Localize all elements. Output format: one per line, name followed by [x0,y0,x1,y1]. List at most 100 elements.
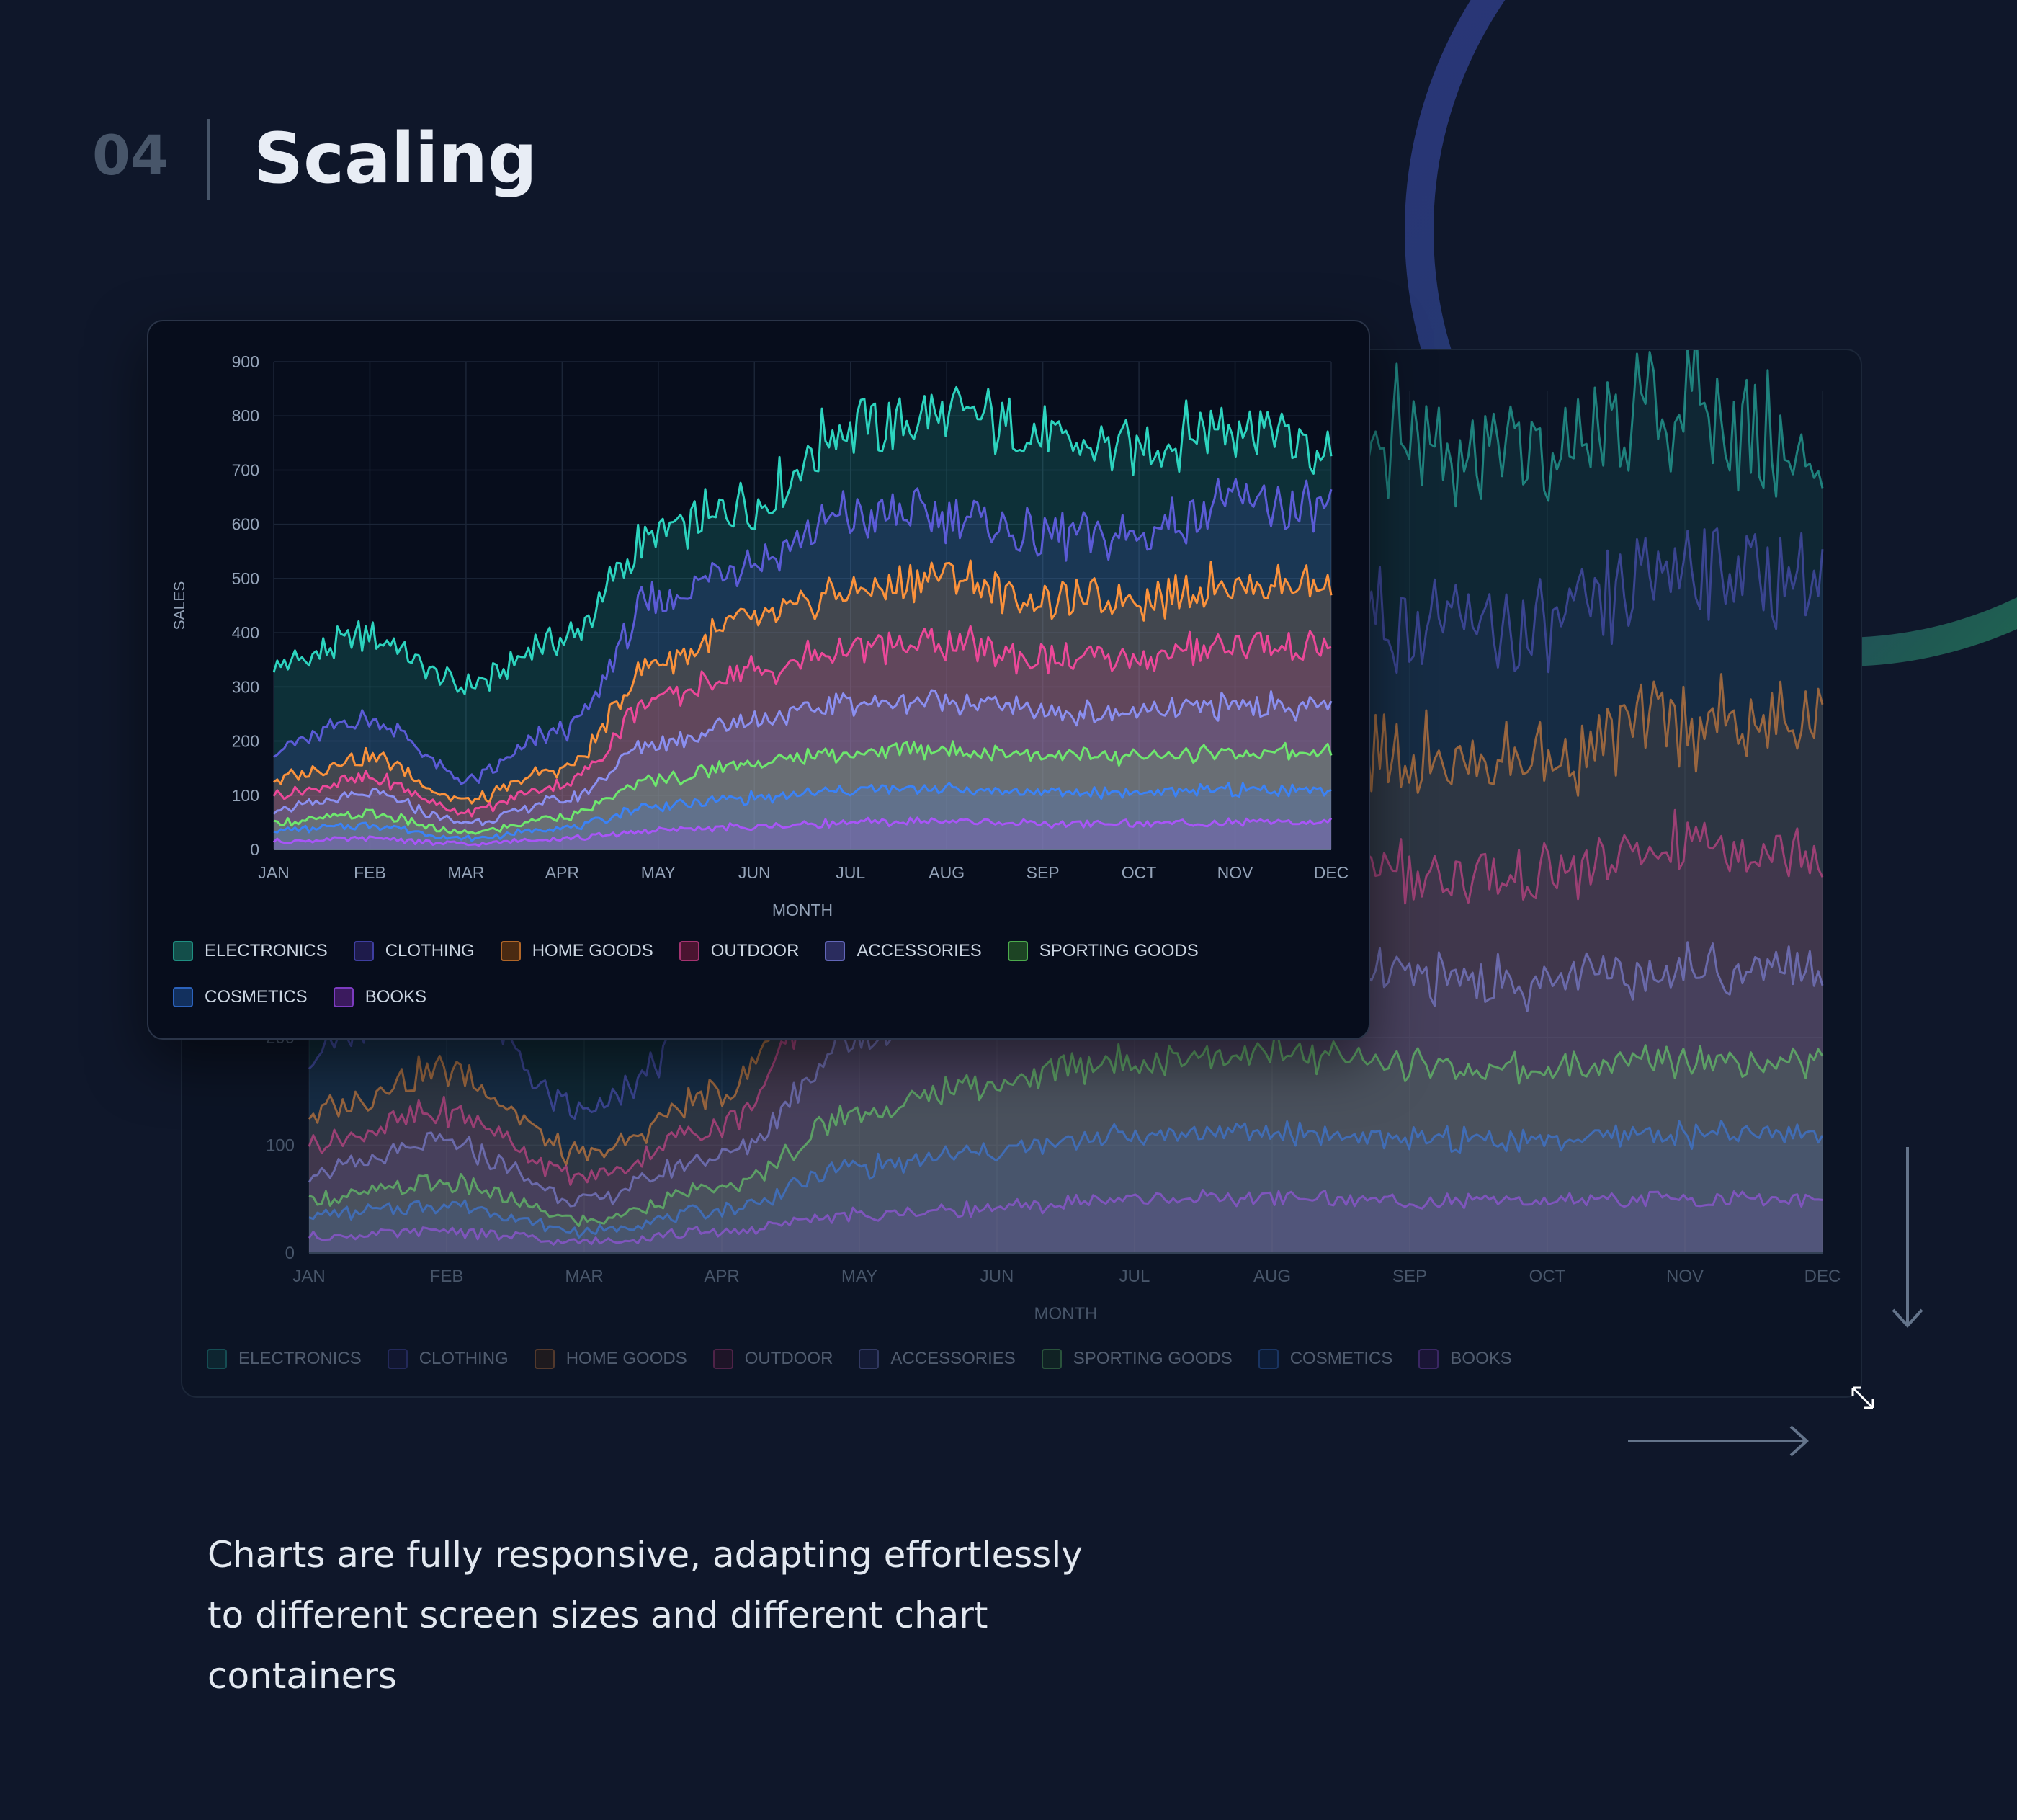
legend-label: BOOKS [365,987,427,1007]
x-tick-label: AUG [1253,1267,1291,1286]
x-tick-label: DEC [1804,1267,1841,1286]
legend-swatch [333,987,354,1007]
legend-label: HOME GOODS [532,941,653,960]
legend-swatch [534,1349,555,1369]
series-line [273,782,1332,842]
x-tick-label: FEB [430,1267,464,1286]
x-tick-label: MAR [447,863,484,882]
legend-swatch [1041,1349,1062,1369]
y-tick-label: 800 [232,406,259,425]
series-area [274,782,1331,849]
legend-small: ELECTRONICS CLOTHING HOME GOODS OUTDOOR … [173,941,1354,1007]
legend-label: OUTDOOR [744,1349,833,1368]
series-books[interactable] [272,816,1333,849]
legend-swatch [207,1349,227,1369]
legend-swatch [173,987,193,1007]
series-accessories[interactable] [272,689,1333,849]
x-tick-label: SEP [1027,863,1060,882]
y-tick-label: 600 [232,515,259,534]
series-line [272,816,1333,847]
y-tick-label: 200 [232,732,259,751]
legend-item-clothing[interactable]: CLOTHING [353,941,475,961]
x-tick-label: JUL [836,863,865,882]
x-axis-label: MONTH [1034,1304,1098,1324]
legend-swatch [353,941,374,961]
legend-label: CLOTHING [385,941,475,960]
x-tick-label: MAR [565,1267,603,1286]
series-area [309,931,1823,1253]
x-tick-label: JUN [738,863,771,882]
legend-item-outdoor[interactable]: OUTDOOR [679,941,799,961]
series-area [274,690,1331,849]
y-tick-label: 0 [285,1244,295,1263]
series-line [273,559,1333,805]
series-cosmetics[interactable] [308,1120,1824,1254]
y-tick-label: 500 [232,569,259,588]
series-cosmetics[interactable] [273,782,1332,849]
legend-label: COSMETICS [205,987,308,1007]
series-books[interactable] [308,1189,1823,1254]
legend-swatch [859,1349,880,1369]
resize-diagonal-icon[interactable] [1850,1385,1876,1411]
legend-item-clothing[interactable]: CLOTHING [387,1349,509,1369]
legend-swatch [173,941,193,961]
x-tick-label: APR [545,863,579,882]
legend-item-books[interactable]: BOOKS [333,987,427,1007]
x-tick-label: AUG [929,863,965,882]
x-tick-label: JAN [292,1267,325,1286]
series-line [273,478,1333,785]
chart-card-small: 0 100 200 300 400 500 600 700 800 900 JAN FEB MAR APR… [147,320,1370,1040]
arrow-right-icon [1628,1425,1809,1457]
legend-item-electronics[interactable]: ELECTRONICS [173,941,328,961]
legend-label: COSMETICS [1289,1349,1393,1368]
series-area [309,1190,1823,1253]
caption-text: Charts are fully responsive, adapting ef… [207,1534,1083,1697]
y-tick-label: 100 [232,786,259,805]
legend-swatch [679,941,699,961]
x-tick-label: JUL [1119,1267,1150,1286]
y-tick-label: 0 [250,840,259,859]
legend-item-books[interactable]: BOOKS [1418,1349,1512,1369]
legend-swatch [825,941,846,961]
legend-swatch [387,1349,408,1369]
series-area [274,817,1331,849]
legend-item-home-goods[interactable]: HOME GOODS [534,1349,687,1369]
legend-item-sporting-goods[interactable]: SPORTING GOODS [1007,941,1199,961]
legend-item-outdoor[interactable]: OUTDOOR [712,1349,833,1369]
x-tick-label: OCT [1122,863,1157,882]
x-tick-label: OCT [1529,1267,1566,1286]
x-tick-label: JUN [980,1267,1014,1286]
series-line [272,385,1333,695]
header-divider [207,119,210,200]
legend-swatch [1418,1349,1439,1369]
legend-item-accessories[interactable]: ACCESSORIES [859,1349,1016,1369]
area-chart-small: 0 100 200 300 400 500 600 700 800 900 JAN FEB MAR APR… [171,352,1349,919]
legend-item-home-goods[interactable]: HOME GOODS [500,941,653,961]
section-number: 04 [92,123,169,187]
legend-item-accessories[interactable]: ACCESSORIES [825,941,982,961]
y-tick-label: 700 [232,460,259,479]
x-tick-label: MAY [641,863,676,882]
x-tick-label: NOV [1217,863,1254,882]
y-tick-label: 300 [232,677,259,696]
y-tick-label: 100 [266,1136,295,1155]
legend-item-electronics[interactable]: ELECTRONICS [207,1349,362,1369]
arrow-down-icon [1892,1147,1923,1328]
y-tick-label: 400 [232,623,259,642]
legend-label: SPORTING GOODS [1073,1349,1233,1368]
legend-item-sporting-goods[interactable]: SPORTING GOODS [1041,1349,1233,1369]
x-tick-label: APR [704,1267,739,1286]
series-line [272,689,1333,826]
series-area [309,1120,1823,1253]
legend-item-cosmetics[interactable]: COSMETICS [1258,1349,1393,1369]
series-outdoor[interactable] [272,625,1332,849]
series-line [308,1035,1824,1227]
legend-label: HOME GOODS [565,1349,687,1368]
series-line [272,625,1332,818]
legend-item-cosmetics[interactable]: COSMETICS [173,987,308,1007]
legend-label: ELECTRONICS [205,941,328,960]
y-axis-label: SALES [171,581,188,630]
legend-label: SPORTING GOODS [1039,941,1199,960]
legend-swatch [712,1349,733,1369]
legend-label: ACCESSORIES [890,1349,1016,1368]
